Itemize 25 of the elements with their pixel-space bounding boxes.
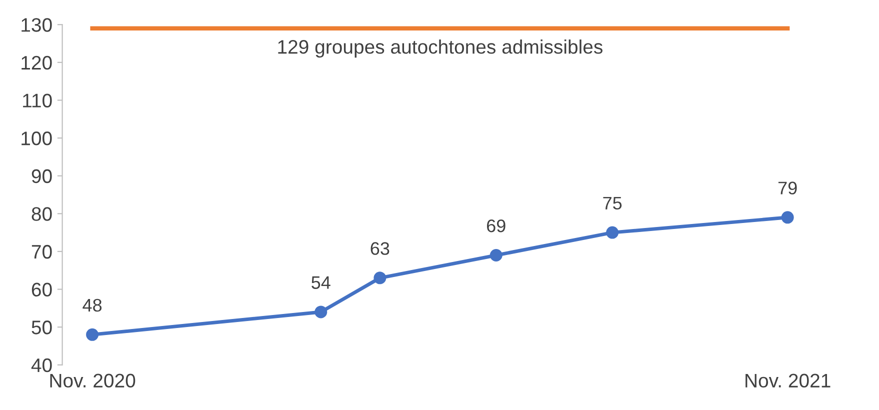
point: [374, 272, 386, 284]
y-tick-label: 40: [31, 358, 52, 372]
data-label: 63: [370, 242, 390, 255]
y-tick-label: 60: [32, 282, 52, 297]
point: [490, 248, 502, 262]
x-tick-label: Nov. 2020: [50, 374, 136, 388]
data-label: 48: [82, 298, 102, 312]
y-tick-label: 50: [32, 320, 52, 334]
point: [606, 226, 619, 239]
point: [86, 328, 99, 341]
y-tick-label: 100: [22, 132, 52, 146]
point: [781, 211, 794, 224]
data-label: 79: [778, 182, 797, 194]
y-tick-label: 90: [32, 169, 52, 184]
y-tick-label: 130: [22, 18, 52, 32]
data-label: 54: [312, 276, 330, 289]
y-tick-label: 70: [32, 244, 52, 259]
y-tick-label: 110: [23, 94, 52, 108]
data-label: 75: [603, 196, 622, 210]
y-tick-label: 120: [22, 56, 52, 70]
y-tick-label: 80: [32, 207, 52, 221]
data-label: 69: [487, 219, 506, 232]
ref-line-label: 129 groupes autochtones admissibles: [278, 39, 602, 58]
x-tick-label: Nov. 2021: [746, 374, 830, 388]
point: [314, 306, 328, 318]
